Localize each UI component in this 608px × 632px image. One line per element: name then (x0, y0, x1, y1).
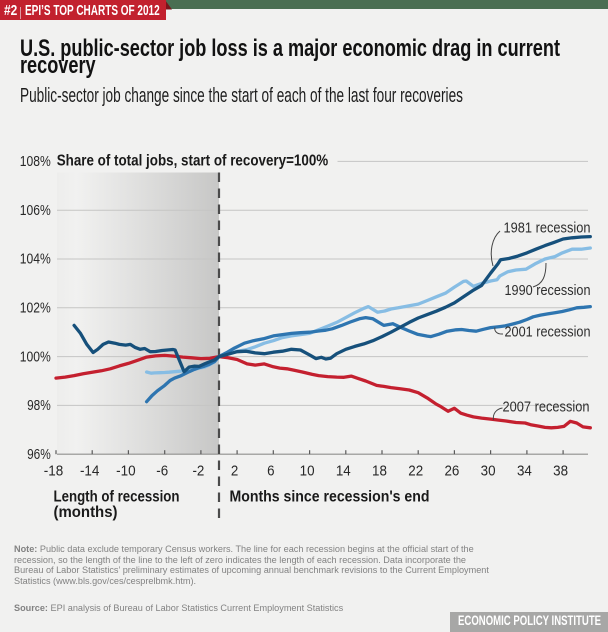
svg-text:34: 34 (517, 464, 532, 480)
svg-text:96%: 96% (27, 446, 51, 463)
svg-text:100%: 100% (20, 348, 51, 365)
svg-text:(months): (months) (54, 504, 118, 521)
svg-text:Share of total jobs, start of: Share of total jobs, start of recovery=1… (57, 152, 329, 169)
svg-text:-14: -14 (80, 464, 100, 480)
svg-text:-10: -10 (116, 464, 136, 480)
svg-text:-2: -2 (192, 464, 204, 480)
svg-text:38: 38 (553, 464, 568, 480)
svg-text:6: 6 (267, 464, 274, 480)
svg-text:22: 22 (408, 464, 423, 480)
svg-text:-6: -6 (156, 464, 168, 480)
svg-text:Length of recession: Length of recession (54, 488, 180, 505)
svg-text:102%: 102% (20, 300, 51, 317)
svg-text:1981 recession: 1981 recession (504, 221, 591, 237)
svg-text:18: 18 (372, 464, 387, 480)
svg-text:2001 recession: 2001 recession (505, 325, 591, 341)
svg-text:2007 recession: 2007 recession (503, 400, 590, 416)
svg-text:1990 recession: 1990 recession (505, 283, 591, 299)
svg-text:98%: 98% (27, 397, 51, 414)
svg-text:14: 14 (336, 464, 351, 480)
svg-text:30: 30 (481, 464, 496, 480)
svg-text:10: 10 (300, 464, 315, 480)
svg-text:108%: 108% (20, 153, 51, 170)
svg-text:26: 26 (444, 464, 459, 480)
svg-text:Months since recession's end: Months since recession's end (230, 488, 430, 505)
svg-text:106%: 106% (20, 202, 51, 219)
svg-text:-18: -18 (44, 464, 64, 480)
svg-text:104%: 104% (20, 251, 51, 268)
svg-text:2: 2 (231, 464, 238, 480)
